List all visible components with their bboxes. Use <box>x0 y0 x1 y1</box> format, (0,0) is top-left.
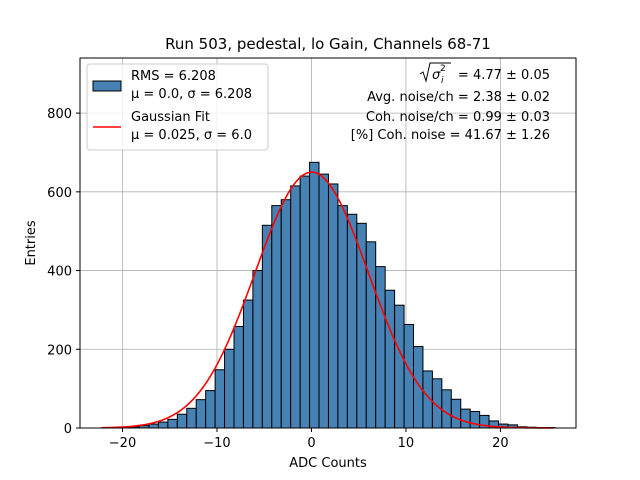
histogram-bar <box>157 421 169 429</box>
histogram-bar <box>337 205 348 429</box>
histogram-bar <box>384 289 396 429</box>
x-tick-label: −10 <box>203 436 230 451</box>
legend: RMS = 6.208 μ = 0.0, σ = 6.208 Gaussian … <box>86 63 269 151</box>
x-axis-label: ADC Counts <box>289 456 367 471</box>
histogram-bar <box>280 199 292 429</box>
histogram-bar <box>224 348 235 429</box>
histogram-bar <box>242 299 254 429</box>
histogram-bar <box>318 173 329 429</box>
x-axis-ticks: −20 −10 0 10 20 <box>109 428 509 451</box>
annotation-coh-noise: Coh. noise/ch = 0.99 ± 0.03 <box>366 110 550 125</box>
histogram-bar <box>450 398 462 429</box>
y-axis-ticks: 0 200 400 600 800 <box>47 107 80 437</box>
plot-frame <box>79 57 577 429</box>
y-tick-label: 600 <box>47 186 72 201</box>
histogram-bar <box>394 304 405 429</box>
histogram-bar <box>233 325 244 429</box>
histogram-bar <box>460 408 471 429</box>
histogram-bar <box>309 161 320 429</box>
x-tick-label: 10 <box>398 436 415 451</box>
chart-title: Run 503, pedestal, lo Gain, Channels 68-… <box>165 35 491 53</box>
annotation-coh-noise-percent: [%] Coh. noise = 41.67 ± 1.26 <box>351 128 550 143</box>
histogram-bar <box>403 323 415 429</box>
histogram-bar <box>214 369 226 429</box>
y-tick-label: 400 <box>47 265 72 280</box>
legend-fit-stats: μ = 0.025, σ = 6.0 <box>131 128 252 143</box>
histogram-bar <box>413 346 424 429</box>
histogram-bar <box>176 413 188 429</box>
svg-text:i: i <box>441 76 444 86</box>
legend-histogram-swatch <box>92 80 122 92</box>
x-tick-label: 0 <box>307 436 315 451</box>
gaussian-fit-line <box>101 171 554 429</box>
histogram-bar <box>441 389 452 429</box>
annotations: σ 2 i = 4.77 ± 0.05 Avg. noise/ch = 2.38… <box>351 62 550 143</box>
y-tick-label: 0 <box>64 422 72 437</box>
y-tick-label: 800 <box>47 107 72 122</box>
histogram-bar <box>205 390 216 429</box>
sigma-symbol: σ 2 i <box>419 62 451 86</box>
legend-histogram-label: RMS = 6.208 <box>131 69 216 84</box>
y-axis-label: Entries <box>24 220 39 266</box>
histogram-bar <box>299 175 311 429</box>
histogram-bar <box>261 224 273 429</box>
y-tick-label: 200 <box>47 343 72 358</box>
histogram-bar <box>469 410 481 429</box>
legend-box <box>86 63 269 151</box>
legend-fit-label: Gaussian Fit <box>131 110 210 125</box>
histogram-bar <box>195 399 207 429</box>
legend-histogram-stats: μ = 0.0, σ = 6.208 <box>131 87 252 102</box>
histogram-bar <box>167 418 178 429</box>
svg-text:2: 2 <box>440 64 446 74</box>
svg-text:σ: σ <box>432 68 441 83</box>
histogram-bar <box>252 270 263 429</box>
histogram-bar <box>375 266 386 429</box>
x-tick-label: 20 <box>492 436 509 451</box>
histogram-bar <box>148 423 159 429</box>
x-tick-label: −20 <box>109 436 136 451</box>
annotation-avg-noise: Avg. noise/ch = 2.38 ± 0.02 <box>367 90 550 105</box>
histogram-bar <box>290 185 301 429</box>
histogram-bars <box>101 161 556 429</box>
histogram-bar <box>327 183 339 429</box>
histogram-bar <box>271 205 282 429</box>
histogram-bar <box>186 407 197 429</box>
histogram-bar <box>346 213 358 429</box>
annotation-sigma-total: = 4.77 ± 0.05 <box>458 68 550 83</box>
